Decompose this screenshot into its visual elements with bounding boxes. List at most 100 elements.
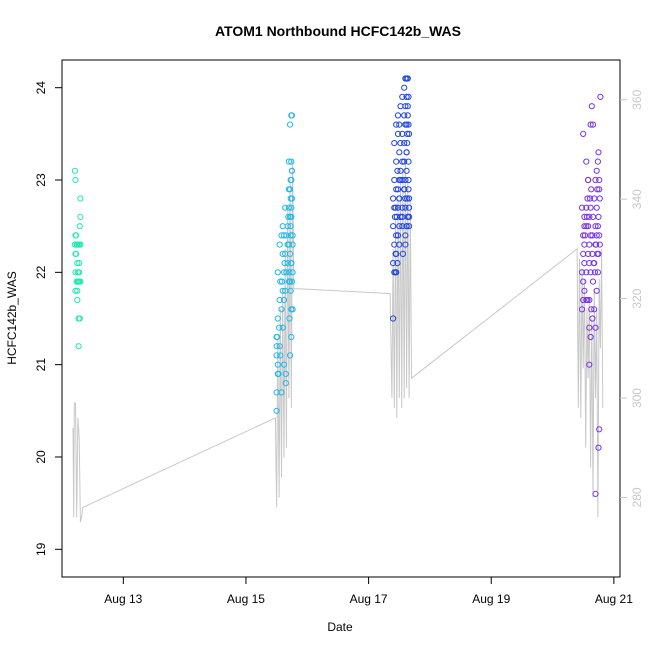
data-point-flight-2 xyxy=(277,278,284,285)
data-point-flight-2 xyxy=(288,204,295,211)
data-point-flight-4 xyxy=(583,213,591,220)
data-point-flight-3 xyxy=(405,158,412,165)
data-point-flight-2 xyxy=(276,343,283,350)
data-point-flight-4 xyxy=(593,167,600,174)
data-point-flight-3 xyxy=(403,223,410,230)
data-point-flight-4 xyxy=(591,269,599,276)
data-point-flight-4 xyxy=(586,195,594,202)
data-point-flight-3 xyxy=(391,204,398,211)
data-point-flight-1 xyxy=(76,223,83,230)
data-point-flight-4 xyxy=(586,260,593,267)
data-point-flight-1 xyxy=(74,260,81,267)
data-point-flight-2 xyxy=(279,324,286,331)
data-point-flight-3 xyxy=(405,186,412,193)
data-point-flight-2 xyxy=(285,204,292,211)
data-point-flight-2 xyxy=(282,380,289,387)
data-point-flight-1 xyxy=(76,260,83,267)
data-point-flight-3 xyxy=(402,176,409,184)
data-point-flight-1 xyxy=(77,213,84,220)
plot-frame xyxy=(61,59,621,578)
data-point-flight-3 xyxy=(404,130,411,137)
data-point-flight-2 xyxy=(288,167,295,174)
data-point-flight-3 xyxy=(396,176,403,184)
data-point-flight-3 xyxy=(392,269,399,276)
data-point-flight-4 xyxy=(595,213,602,220)
data-point-flight-4 xyxy=(578,269,586,276)
data-point-flight-4 xyxy=(593,241,600,248)
data-point-flight-2 xyxy=(279,250,286,257)
data-point-flight-3 xyxy=(394,204,402,211)
data-point-flight-2 xyxy=(287,186,294,193)
data-point-flight-3 xyxy=(401,186,408,193)
data-point-flight-2 xyxy=(273,343,280,350)
data-point-flight-4 xyxy=(583,269,590,276)
data-point-flight-4 xyxy=(583,204,590,211)
data-point-flight-4 xyxy=(580,232,587,239)
data-point-flight-4 xyxy=(592,490,599,497)
data-point-flight-3 xyxy=(406,223,413,230)
data-point-flight-3 xyxy=(405,93,412,101)
data-point-flight-3 xyxy=(399,204,406,211)
data-point-flight-3 xyxy=(390,195,397,202)
data-point-flight-4 xyxy=(593,287,600,294)
data-point-flight-1 xyxy=(73,232,80,239)
secondary-series-line xyxy=(72,159,604,523)
data-point-flight-2 xyxy=(286,269,293,276)
data-point-flight-3 xyxy=(397,167,404,174)
data-point-flight-4 xyxy=(584,296,591,304)
data-point-flight-3 xyxy=(396,121,403,128)
data-point-flight-2 xyxy=(280,296,288,304)
data-point-flight-4 xyxy=(594,223,602,230)
data-point-flight-3 xyxy=(390,223,397,230)
x-tick-label: Aug 15 xyxy=(227,592,265,606)
y-tick-label: 20 xyxy=(34,450,48,464)
data-point-flight-4 xyxy=(580,296,587,304)
data-point-flight-4 xyxy=(593,232,600,239)
data-point-flight-2 xyxy=(281,260,288,267)
data-point-flight-4 xyxy=(583,158,590,165)
data-point-flight-3 xyxy=(403,167,410,174)
data-point-flight-2 xyxy=(288,278,295,285)
data-point-flight-4 xyxy=(589,213,597,220)
data-point-flight-4 xyxy=(596,241,603,248)
data-point-flight-3 xyxy=(402,103,409,110)
data-point-flight-3 xyxy=(394,260,401,267)
data-point-flight-2 xyxy=(288,333,295,341)
data-point-flight-2 xyxy=(288,112,295,119)
secondary-line-layer xyxy=(72,159,604,523)
x-tick-label: Aug 13 xyxy=(104,592,142,606)
data-point-flight-2 xyxy=(278,306,285,313)
data-point-flight-2 xyxy=(287,250,294,257)
data-point-flight-4 xyxy=(588,103,595,110)
data-point-flight-2 xyxy=(276,324,283,331)
data-point-flight-2 xyxy=(288,195,295,202)
data-point-flight-2 xyxy=(280,232,288,239)
data-point-flight-1 xyxy=(75,343,82,350)
data-point-flight-3 xyxy=(401,112,408,119)
data-point-flight-3 xyxy=(401,84,408,91)
data-point-flight-3 xyxy=(401,140,408,147)
data-point-flight-2 xyxy=(282,370,289,377)
data-point-flight-2 xyxy=(274,269,281,276)
data-point-flight-2 xyxy=(287,121,294,128)
data-point-flight-2 xyxy=(288,260,295,267)
data-point-flight-2 xyxy=(288,158,295,165)
data-point-flight-4 xyxy=(588,306,595,313)
data-point-flight-2 xyxy=(274,361,281,368)
y-tick-label: 24 xyxy=(34,81,48,95)
data-point-flight-2 xyxy=(279,287,286,294)
data-point-flight-3 xyxy=(396,149,403,156)
data-point-flight-4 xyxy=(595,149,602,156)
data-point-flight-4 xyxy=(592,176,599,184)
data-point-flight-1 xyxy=(71,167,79,174)
data-point-flight-3 xyxy=(405,176,412,184)
y2-tick-label: 360 xyxy=(630,89,644,109)
data-point-flight-4 xyxy=(594,158,602,165)
data-point-flight-3 xyxy=(391,140,398,147)
data-point-flight-4 xyxy=(580,130,587,137)
y2-tick-label: 300 xyxy=(630,388,644,408)
data-point-flight-3 xyxy=(404,195,411,202)
data-point-flight-2 xyxy=(289,241,296,248)
data-point-flight-1 xyxy=(72,287,79,294)
